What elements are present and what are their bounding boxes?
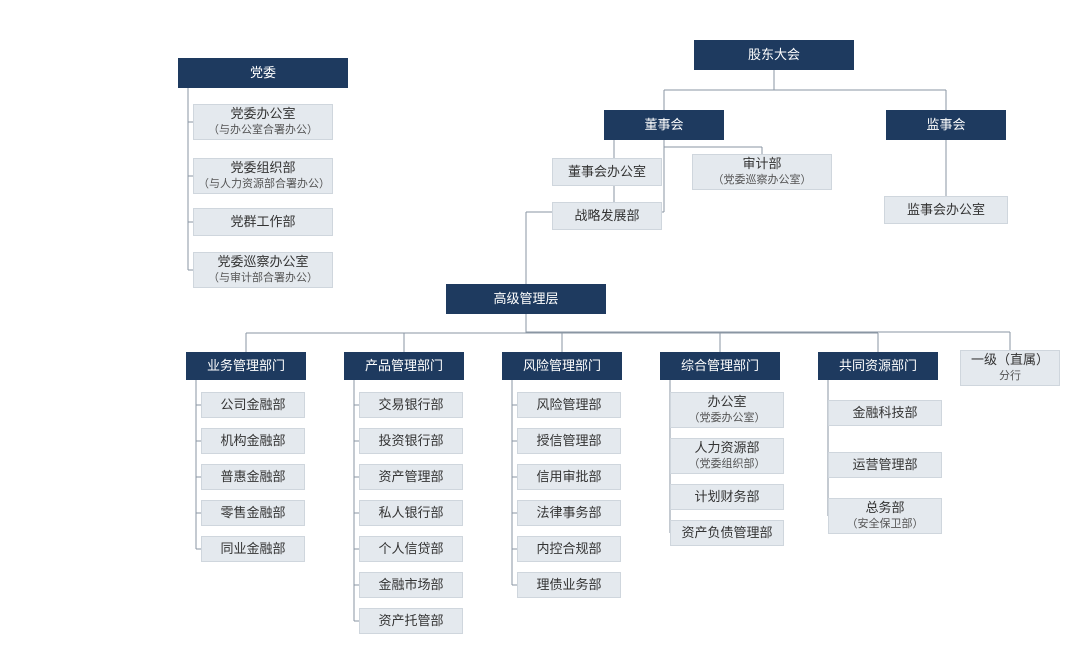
node-b1: 董事会办公室 xyxy=(552,158,662,186)
node-label: 党委组织部 xyxy=(230,160,295,177)
node-s1: 监事会办公室 xyxy=(884,196,1008,224)
node-c2d: 私人银行部 xyxy=(359,500,463,526)
node-label: 计划财务部 xyxy=(694,489,759,506)
node-label: 党委 xyxy=(250,65,276,82)
node-c2a: 交易银行部 xyxy=(359,392,463,418)
node-label: 内控合规部 xyxy=(536,541,601,558)
node-c4a: 办公室（党委办公室） xyxy=(670,392,784,428)
node-label: 产品管理部门 xyxy=(365,358,443,375)
node-cat4: 综合管理部门 xyxy=(660,352,780,380)
node-c2c: 资产管理部 xyxy=(359,464,463,490)
node-c3b: 授信管理部 xyxy=(517,428,621,454)
node-label: 股东大会 xyxy=(748,47,800,64)
node-label: 机构金融部 xyxy=(220,433,285,450)
node-sublabel: （与审计部合署办公） xyxy=(208,271,318,285)
node-label: 理债业务部 xyxy=(536,577,601,594)
node-label: 总务部 xyxy=(865,500,904,517)
node-c1c: 普惠金融部 xyxy=(201,464,305,490)
node-label: 交易银行部 xyxy=(378,397,443,414)
node-label: 法律事务部 xyxy=(536,505,601,522)
node-c4d: 资产负债管理部 xyxy=(670,520,784,546)
node-label: 综合管理部门 xyxy=(681,358,759,375)
node-label: 资产托管部 xyxy=(378,613,443,630)
node-label: 董事会 xyxy=(644,117,683,134)
node-cat2: 产品管理部门 xyxy=(344,352,464,380)
node-c1d: 零售金融部 xyxy=(201,500,305,526)
node-label: 运营管理部 xyxy=(852,457,917,474)
node-label: 党群工作部 xyxy=(230,214,295,231)
node-sublabel: （党委组织部） xyxy=(689,457,766,471)
node-cat1: 业务管理部门 xyxy=(186,352,306,380)
node-c1b: 机构金融部 xyxy=(201,428,305,454)
node-label: 金融市场部 xyxy=(378,577,443,594)
node-cat3: 风险管理部门 xyxy=(502,352,622,380)
node-label: 共同资源部门 xyxy=(839,358,917,375)
node-p2: 党委组织部（与人力资源部合署办公） xyxy=(193,158,333,194)
node-label: 高级管理层 xyxy=(493,291,558,308)
node-b2: 战略发展部 xyxy=(552,202,662,230)
node-label: 私人银行部 xyxy=(378,505,443,522)
node-c5c: 总务部（安全保卫部） xyxy=(828,498,942,534)
node-label: 一级（直属） xyxy=(971,352,1049,369)
node-label: 资产管理部 xyxy=(378,469,443,486)
node-label: 同业金融部 xyxy=(220,541,285,558)
node-p1: 党委办公室（与办公室合署办公） xyxy=(193,104,333,140)
node-label: 金融科技部 xyxy=(852,405,917,422)
node-c3c: 信用审批部 xyxy=(517,464,621,490)
node-c1e: 同业金融部 xyxy=(201,536,305,562)
node-label: 党委办公室 xyxy=(230,106,295,123)
node-c3d: 法律事务部 xyxy=(517,500,621,526)
node-label: 监事会办公室 xyxy=(907,202,985,219)
node-c3f: 理债业务部 xyxy=(517,572,621,598)
node-p3: 党群工作部 xyxy=(193,208,333,236)
node-sublabel: （与办公室合署办公） xyxy=(208,123,318,137)
node-sublabel: 分行 xyxy=(999,369,1021,383)
node-c2b: 投资银行部 xyxy=(359,428,463,454)
node-shareholders: 股东大会 xyxy=(694,40,854,70)
node-label: 个人信贷部 xyxy=(378,541,443,558)
node-label: 资产负债管理部 xyxy=(681,525,772,542)
node-audit: 审计部（党委巡察办公室） xyxy=(692,154,832,190)
node-label: 信用审批部 xyxy=(536,469,601,486)
node-party: 党委 xyxy=(178,58,348,88)
node-label: 审计部 xyxy=(742,156,781,173)
node-label: 董事会办公室 xyxy=(568,164,646,181)
node-sublabel: （党委巡察办公室） xyxy=(713,173,812,187)
node-c5a: 金融科技部 xyxy=(828,400,942,426)
node-label: 普惠金融部 xyxy=(220,469,285,486)
node-label: 公司金融部 xyxy=(220,397,285,414)
node-c2e: 个人信贷部 xyxy=(359,536,463,562)
node-label: 投资银行部 xyxy=(378,433,443,450)
node-sublabel: （与人力资源部合署办公） xyxy=(198,177,328,191)
node-sublabel: （安全保卫部） xyxy=(847,517,924,531)
node-label: 风险管理部 xyxy=(536,397,601,414)
node-sublabel: （党委办公室） xyxy=(689,411,766,425)
node-c2g: 资产托管部 xyxy=(359,608,463,634)
node-board: 董事会 xyxy=(604,110,724,140)
node-supervisors: 监事会 xyxy=(886,110,1006,140)
node-c4c: 计划财务部 xyxy=(670,484,784,510)
node-label: 党委巡察办公室 xyxy=(217,254,308,271)
node-label: 战略发展部 xyxy=(574,208,639,225)
node-c3e: 内控合规部 xyxy=(517,536,621,562)
node-c4b: 人力资源部（党委组织部） xyxy=(670,438,784,474)
node-c5b: 运营管理部 xyxy=(828,452,942,478)
node-senior: 高级管理层 xyxy=(446,284,606,314)
node-p4: 党委巡察办公室（与审计部合署办公） xyxy=(193,252,333,288)
node-label: 人力资源部 xyxy=(694,440,759,457)
node-c3a: 风险管理部 xyxy=(517,392,621,418)
node-cat5: 共同资源部门 xyxy=(818,352,938,380)
node-c2f: 金融市场部 xyxy=(359,572,463,598)
node-c1a: 公司金融部 xyxy=(201,392,305,418)
node-label: 监事会 xyxy=(926,117,965,134)
node-label: 零售金融部 xyxy=(220,505,285,522)
node-label: 业务管理部门 xyxy=(207,358,285,375)
node-branch: 一级（直属）分行 xyxy=(960,350,1060,386)
node-label: 风险管理部门 xyxy=(523,358,601,375)
node-label: 授信管理部 xyxy=(536,433,601,450)
node-label: 办公室 xyxy=(707,394,746,411)
